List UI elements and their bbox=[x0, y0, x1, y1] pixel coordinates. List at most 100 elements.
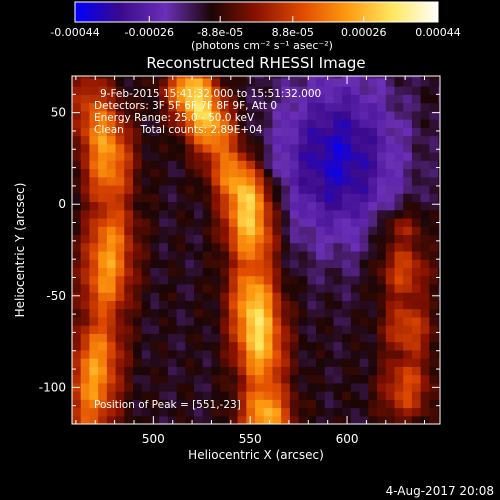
heatmap-cell bbox=[185, 234, 195, 244]
heatmap-cell bbox=[133, 259, 143, 268]
heatmap-cell bbox=[115, 119, 125, 128]
heatmap-cell bbox=[429, 143, 439, 153]
heatmap-cell bbox=[394, 242, 404, 252]
heatmap-cell bbox=[106, 316, 117, 326]
heatmap-cell bbox=[289, 119, 300, 128]
heatmap-cell bbox=[237, 283, 247, 293]
heatmap-cell bbox=[185, 184, 195, 194]
annotation-energy-range: Energy Range: 25.0 - 50.0 keV bbox=[94, 112, 255, 124]
heatmap-cell bbox=[342, 160, 352, 170]
heatmap-cell bbox=[98, 160, 108, 170]
heatmap-cell bbox=[272, 160, 282, 170]
heatmap-cell bbox=[394, 391, 404, 400]
heatmap-cell bbox=[359, 407, 369, 417]
heatmap-cell bbox=[289, 382, 300, 392]
heatmap-cell bbox=[237, 193, 247, 203]
heatmap-cell bbox=[141, 184, 152, 194]
heatmap-cell bbox=[350, 316, 361, 326]
heatmap-cell bbox=[141, 358, 152, 367]
heatmap-cell bbox=[289, 135, 300, 145]
heatmap-cell bbox=[411, 341, 422, 351]
heatmap-cell bbox=[98, 341, 108, 351]
heatmap-cell bbox=[255, 242, 265, 252]
heatmap-cell bbox=[394, 127, 404, 137]
heatmap-cell bbox=[124, 226, 134, 236]
heatmap-cell bbox=[80, 143, 91, 153]
heatmap-cell bbox=[133, 193, 143, 203]
heatmap-cell bbox=[438, 242, 440, 252]
heatmap-cell bbox=[350, 102, 361, 112]
heatmap-cell bbox=[89, 119, 99, 128]
heatmap-cell bbox=[420, 234, 430, 244]
y-tick-label: 0 bbox=[58, 197, 66, 211]
heatmap-cell bbox=[89, 366, 99, 376]
heatmap-cell bbox=[438, 209, 440, 219]
heatmap-cell bbox=[141, 176, 152, 186]
heatmap-cell bbox=[403, 366, 413, 376]
heatmap-cell bbox=[159, 76, 169, 79]
heatmap-cell bbox=[124, 160, 134, 170]
heatmap-cell bbox=[133, 300, 143, 310]
heatmap-cell bbox=[80, 358, 91, 367]
heatmap-cell bbox=[394, 184, 404, 194]
heatmap-cell bbox=[403, 391, 413, 400]
heatmap-cell bbox=[185, 283, 195, 293]
heatmap-cell bbox=[246, 391, 256, 400]
heatmap-cell bbox=[194, 300, 204, 310]
heatmap-cell bbox=[385, 292, 396, 301]
heatmap-cell bbox=[115, 382, 125, 392]
heatmap-cell bbox=[167, 152, 178, 161]
heatmap-cell bbox=[403, 349, 413, 359]
heatmap-cell bbox=[298, 374, 308, 384]
heatmap-cell bbox=[167, 333, 178, 343]
heatmap-cell bbox=[272, 152, 282, 161]
heatmap-cell bbox=[324, 308, 335, 318]
heatmap-cell bbox=[403, 259, 413, 268]
heatmap-cell bbox=[106, 176, 117, 186]
heatmap-cell bbox=[420, 226, 430, 236]
heatmap-cell bbox=[368, 325, 378, 334]
heatmap-cell bbox=[359, 102, 369, 112]
heatmap-cell bbox=[124, 292, 134, 301]
heatmap-cell bbox=[237, 267, 247, 277]
heatmap-cell bbox=[307, 102, 317, 112]
heatmap-cell bbox=[150, 250, 160, 260]
heatmap-cell bbox=[385, 316, 396, 326]
heatmap-cell bbox=[246, 209, 256, 219]
heatmap-cell bbox=[350, 415, 361, 424]
heatmap-cell bbox=[272, 407, 282, 417]
heatmap-cell bbox=[255, 201, 265, 211]
heatmap-cell bbox=[316, 160, 326, 170]
heatmap-cell bbox=[176, 308, 186, 318]
heatmap-cell bbox=[185, 267, 195, 277]
heatmap-cell bbox=[185, 341, 195, 351]
heatmap-cell bbox=[220, 226, 230, 236]
heatmap-cell bbox=[377, 242, 387, 252]
plot-frame bbox=[71, 75, 441, 425]
heatmap-cell bbox=[159, 176, 169, 186]
heatmap-cell bbox=[115, 102, 125, 112]
heatmap-cell bbox=[106, 102, 117, 112]
heatmap-cell bbox=[115, 143, 125, 153]
heatmap-cell bbox=[220, 341, 230, 351]
heatmap-cell bbox=[159, 242, 169, 252]
heatmap-cell bbox=[194, 283, 204, 293]
heatmap-cell bbox=[438, 267, 440, 277]
heatmap-cell bbox=[324, 143, 335, 153]
heatmap-cell bbox=[377, 77, 387, 87]
heatmap-cell bbox=[176, 176, 186, 186]
heatmap-cell bbox=[359, 333, 369, 343]
heatmap-cell bbox=[411, 168, 422, 178]
heatmap-cell bbox=[202, 391, 213, 400]
heatmap-cell bbox=[359, 201, 369, 211]
heatmap-cell bbox=[420, 143, 430, 153]
heatmap-cell bbox=[220, 152, 230, 161]
heatmap-cell bbox=[246, 341, 256, 351]
heatmap-cell bbox=[272, 217, 282, 227]
heatmap-cell bbox=[202, 184, 213, 194]
heatmap-cell bbox=[368, 110, 378, 120]
heatmap-cell bbox=[289, 283, 300, 293]
heatmap-cell bbox=[377, 292, 387, 301]
heatmap-cell bbox=[350, 160, 361, 170]
